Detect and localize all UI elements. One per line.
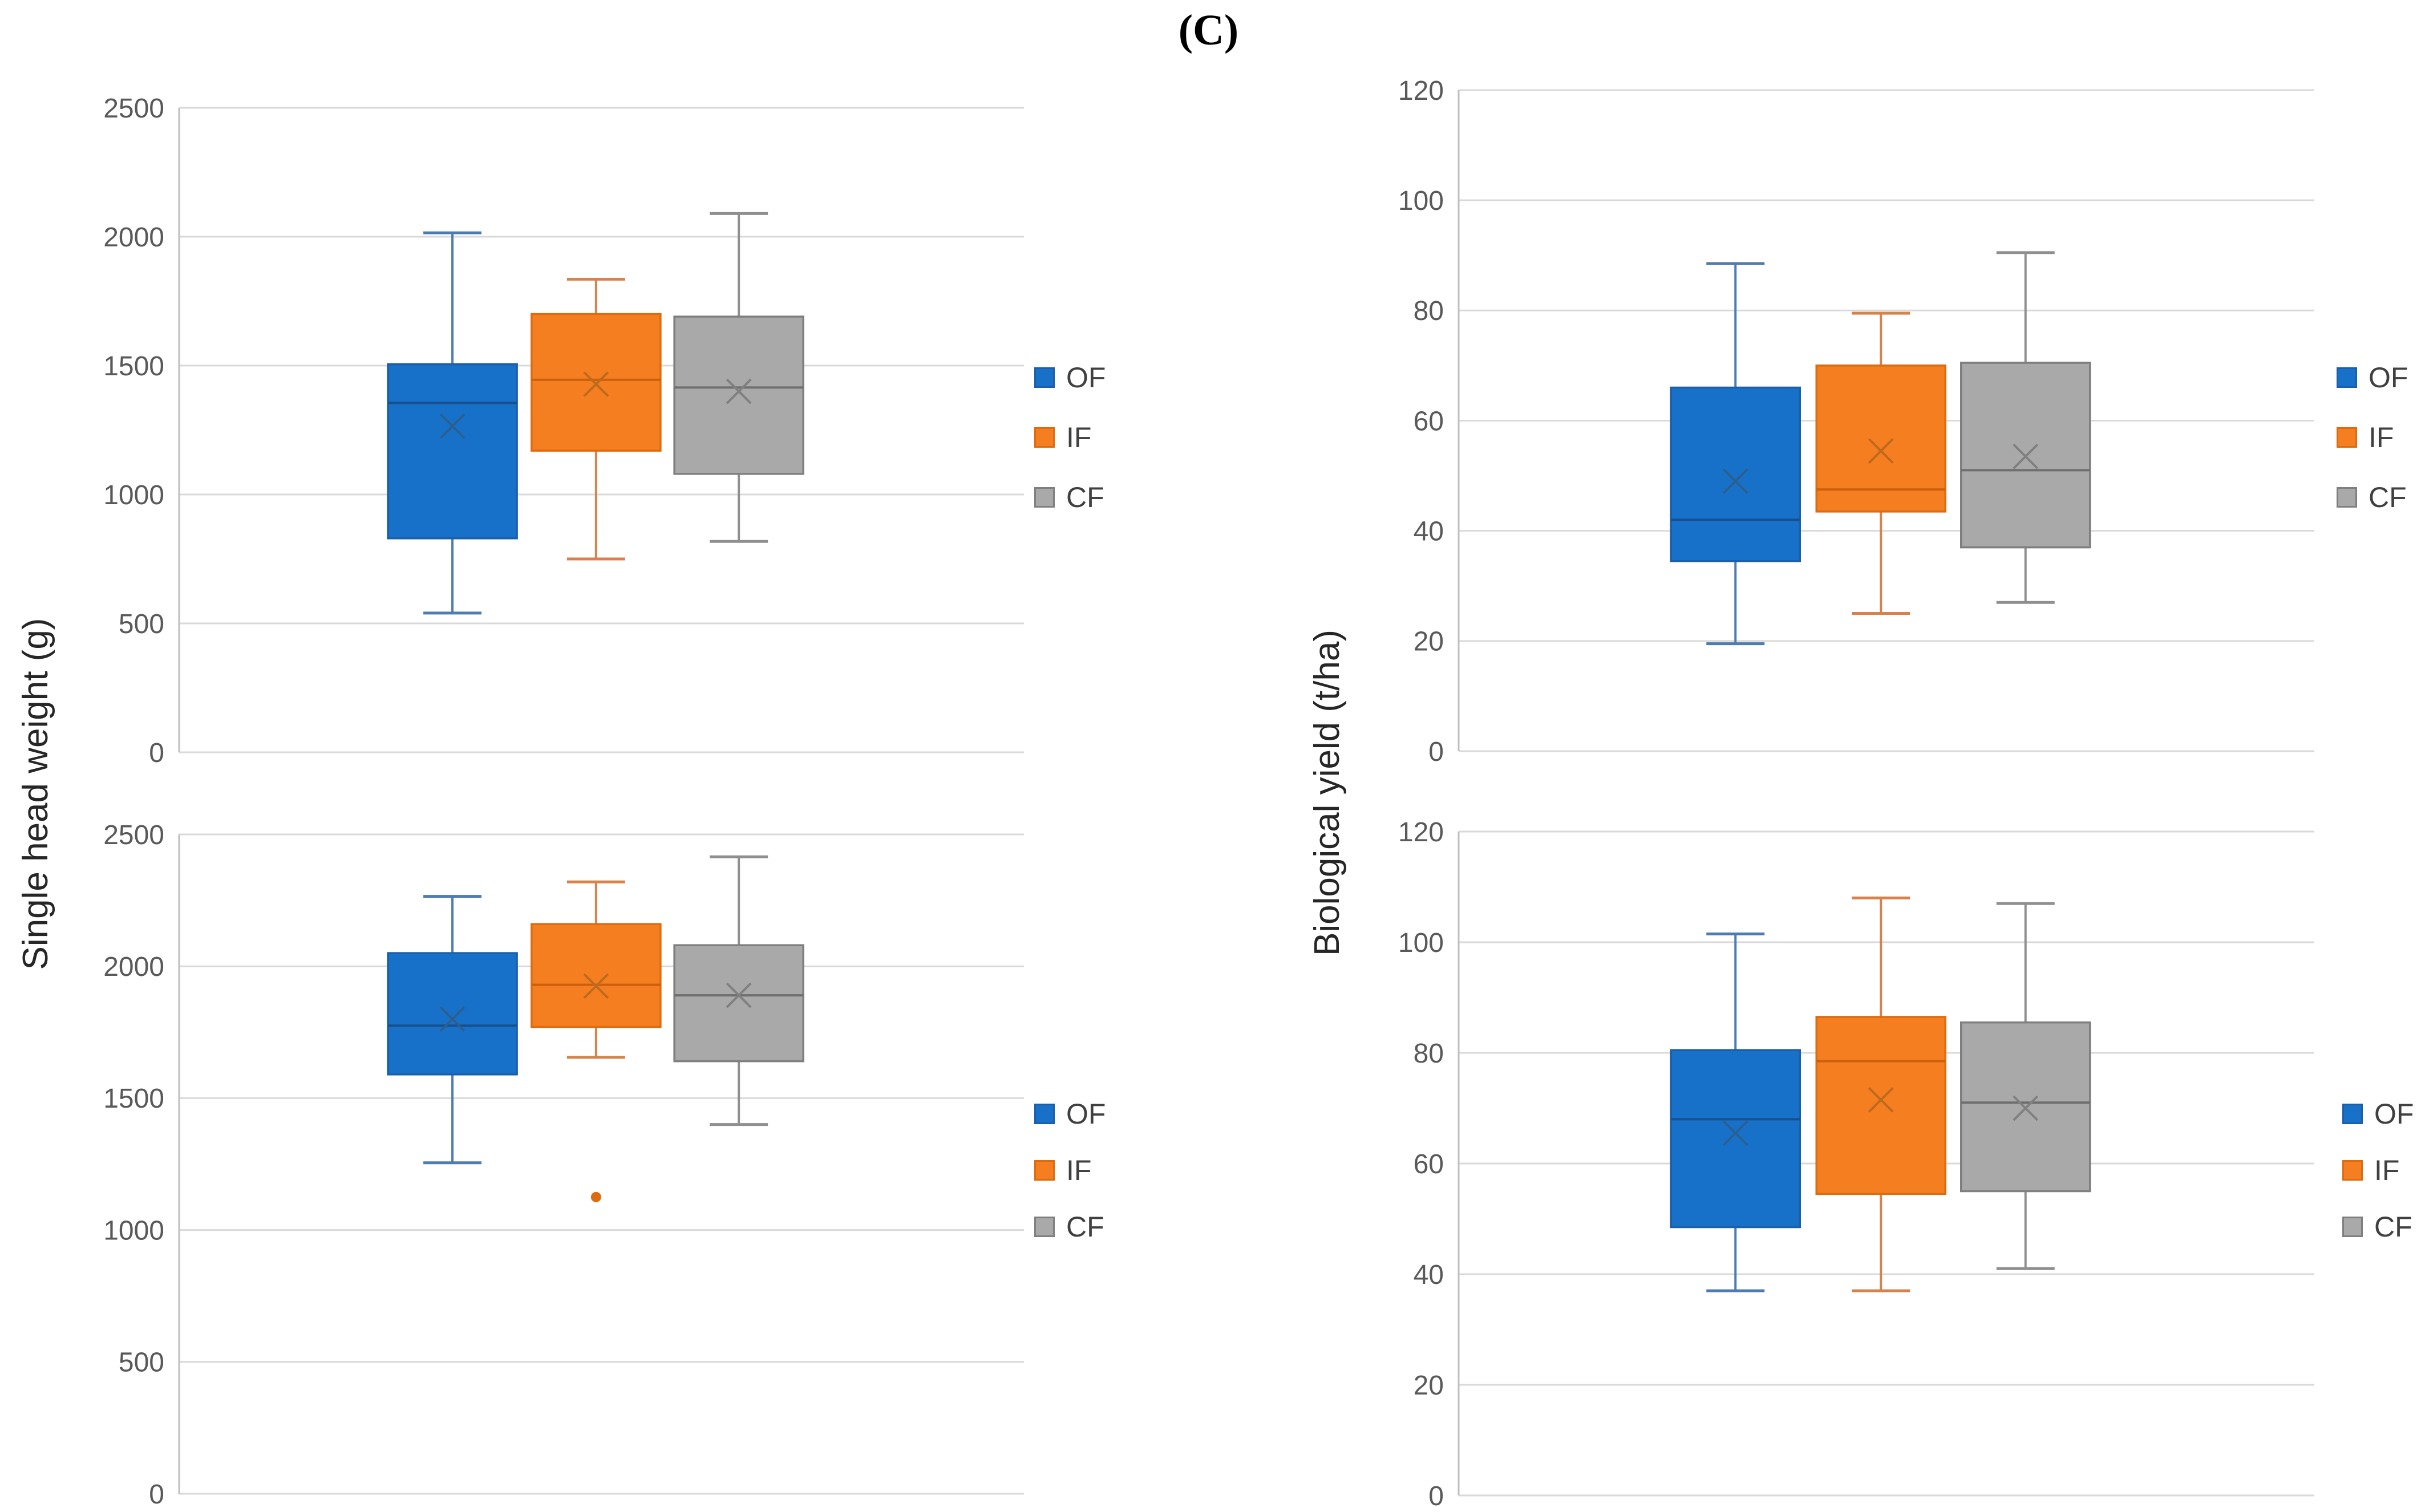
legend-swatch-if: [2337, 427, 2357, 448]
y-tick-label: 60: [1414, 1149, 1444, 1179]
y-tick-label: 500: [119, 609, 164, 639]
legend-swatch-of: [2342, 1104, 2363, 1124]
y-tick-label: 1000: [103, 1215, 164, 1246]
legend-item-of: OF: [2337, 363, 2408, 392]
box-if: [531, 923, 662, 1028]
y-tick-label: 500: [119, 1348, 164, 1378]
mean-marker-of: [1722, 1120, 1748, 1146]
box-if: [1815, 1016, 1946, 1195]
chart-bottom-right: 0 20 40 60 80 100 120: [1398, 817, 2314, 1511]
legend-swatch-of: [2337, 367, 2357, 388]
legend-swatch-of: [1034, 1104, 1055, 1124]
legend-label-of: OF: [1066, 362, 1106, 394]
y-tick-label: 80: [1414, 296, 1444, 326]
mean-marker-of: [439, 1006, 465, 1032]
y-tick-label: 40: [1414, 516, 1444, 546]
legend-swatch-cf: [1034, 1217, 1055, 1237]
legend-swatch-if: [1034, 427, 1055, 448]
chart-bottom-left: 0 500 1000 1500 2000 2500: [103, 820, 1024, 1510]
legend-item-cf: CF: [1034, 483, 1106, 512]
box-of: [387, 952, 518, 1076]
y-tick-label: 2000: [103, 222, 164, 253]
y-tick-label: 120: [1398, 76, 1444, 106]
y-tick-label: 2000: [103, 952, 164, 982]
box-cf: [673, 944, 804, 1063]
legend-item-of: OF: [1034, 1100, 1106, 1128]
legend-swatch-if: [2342, 1160, 2363, 1181]
box-of: [1670, 1049, 1801, 1229]
legend-swatch-cf: [2342, 1217, 2363, 1237]
y-tick-label: 100: [1398, 186, 1444, 216]
mean-marker-if: [1868, 1087, 1894, 1113]
legend-top-right: OF IF CF: [2337, 363, 2408, 512]
mean-marker-of: [1722, 468, 1748, 494]
legend-label-of: OF: [2369, 362, 2408, 394]
legend-label-if: IF: [2369, 421, 2394, 453]
legend-item-of: OF: [1034, 363, 1106, 392]
legend-label-if: IF: [1066, 1154, 1092, 1186]
legend-swatch-if: [1034, 1160, 1055, 1181]
box-of: [387, 363, 518, 540]
y-tick-label: 1500: [103, 1084, 164, 1114]
legend-item-if: IF: [1034, 1156, 1106, 1185]
legend-swatch-cf: [2337, 487, 2357, 508]
y-tick-label: 100: [1398, 928, 1444, 958]
mean-marker-cf: [726, 378, 752, 404]
y-tick-label: 0: [1428, 737, 1444, 767]
mean-marker-if: [583, 371, 609, 397]
legend-label-cf: CF: [1066, 1211, 1104, 1243]
legend-item-cf: CF: [2342, 1213, 2414, 1241]
legend-item-if: IF: [2342, 1156, 2414, 1185]
legend-label-if: IF: [1066, 421, 1092, 453]
y-tick-label: 1500: [103, 351, 164, 382]
y-tick-label: 20: [1414, 627, 1444, 657]
mean-marker-if: [583, 973, 609, 999]
y-tick-label: 80: [1414, 1039, 1444, 1069]
y-tick-label: 60: [1414, 406, 1444, 436]
legend-bottom-left: OF IF CF: [1034, 1100, 1106, 1241]
mean-marker-cf: [2013, 443, 2039, 469]
legend-label-of: OF: [1066, 1098, 1106, 1130]
legend-bottom-right: OF IF CF: [2342, 1100, 2414, 1241]
legend-label-cf: CF: [2369, 481, 2407, 513]
y-tick-label: 2500: [103, 820, 164, 850]
legend-swatch-cf: [1034, 487, 1055, 508]
legend-swatch-of: [1034, 367, 1055, 388]
outlier-if: [590, 1191, 601, 1202]
mean-marker-of: [439, 413, 465, 439]
legend-item-cf: CF: [2337, 483, 2408, 512]
mean-marker-if: [1868, 438, 1894, 464]
y-tick-label: 40: [1414, 1260, 1444, 1290]
box-if: [1815, 364, 1946, 513]
chart-top-left: 0 500 1000 1500 2000 2500: [103, 94, 1024, 768]
legend-label-cf: CF: [1066, 481, 1104, 513]
y-tick-label: 0: [149, 1479, 164, 1510]
legend-item-of: OF: [2342, 1100, 2414, 1128]
box-if: [531, 313, 662, 452]
y-tick-label: 20: [1414, 1371, 1444, 1401]
y-tick-label: 120: [1398, 817, 1444, 848]
legend-label-of: OF: [2374, 1098, 2414, 1130]
y-tick-label: 0: [149, 738, 164, 768]
y-tick-label: 1000: [103, 480, 164, 510]
legend-item-if: IF: [2337, 423, 2408, 452]
box-of: [1670, 386, 1801, 562]
mean-marker-cf: [2013, 1095, 2039, 1121]
y-tick-label: 0: [1428, 1481, 1444, 1511]
box-cf: [673, 315, 804, 475]
y-tick-label: 2500: [103, 94, 164, 124]
legend-label-cf: CF: [2374, 1211, 2412, 1243]
figure-title: (C): [1178, 6, 1239, 54]
chart-top-right: 0 20 40 60 80 100 120: [1398, 76, 2314, 767]
legend-label-if: IF: [2374, 1154, 2400, 1186]
mean-marker-cf: [726, 982, 752, 1008]
legend-item-cf: CF: [1034, 1213, 1106, 1241]
legend-item-if: IF: [1034, 423, 1106, 452]
legend-top-left: OF IF CF: [1034, 363, 1106, 512]
